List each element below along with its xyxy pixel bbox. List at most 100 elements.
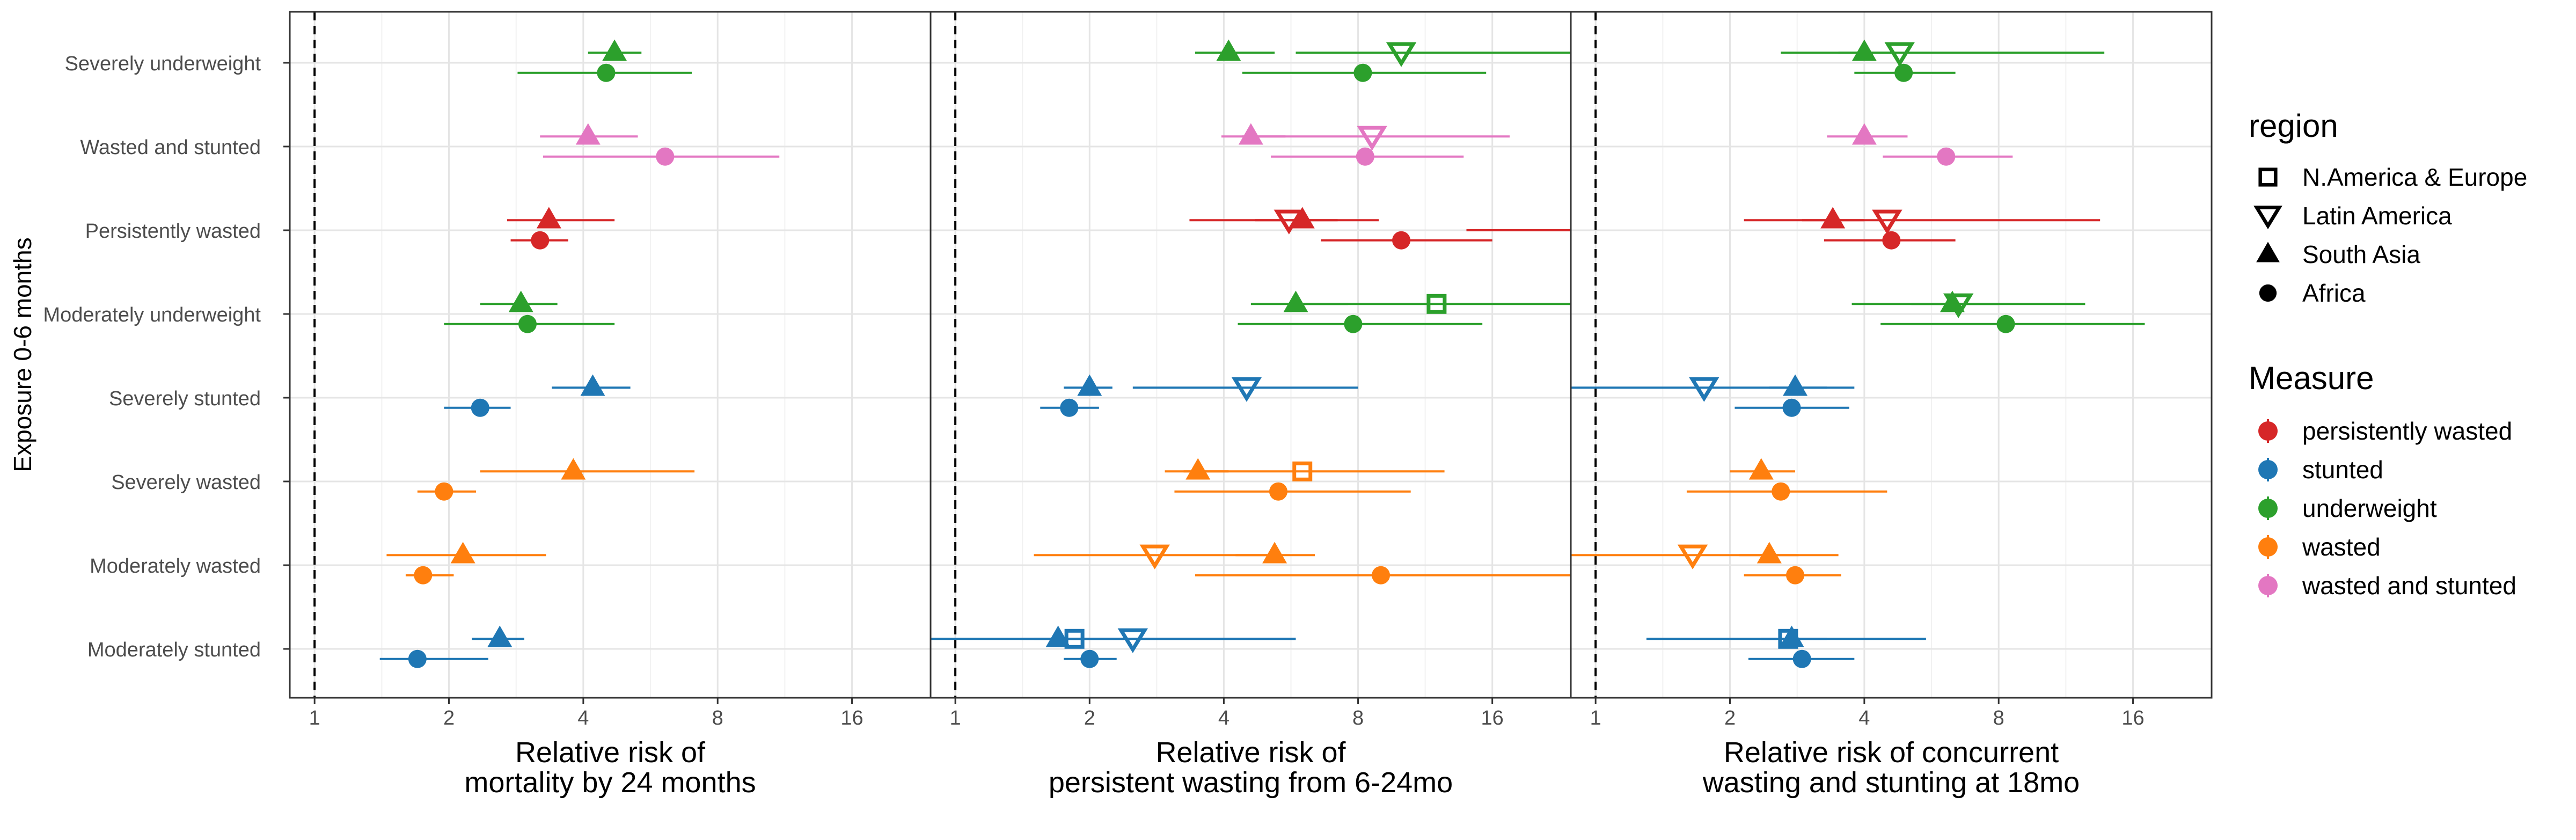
estimate-point (1786, 566, 1805, 585)
estimate-point (1894, 63, 1913, 82)
x-tick-label: 16 (1481, 707, 1504, 729)
x-axis-title-line: persistent wasting from 6-24mo (1049, 766, 1453, 799)
estimate-point (1782, 398, 1801, 417)
estimate-point (1292, 461, 1313, 481)
estimate-point (1290, 207, 1315, 229)
estimate-point (1772, 482, 1790, 501)
estimate-point (1392, 231, 1411, 250)
estimate-point (1386, 42, 1417, 67)
estimate-point (1851, 123, 1877, 145)
legend-region-key (2253, 206, 2282, 230)
x-tick-label: 4 (577, 707, 589, 729)
legend-measure-key-point (2258, 537, 2278, 557)
legend-measure-label: wasted and stunted (2302, 572, 2516, 600)
x-tick-label: 1 (1590, 707, 1601, 729)
estimate-point (1060, 398, 1079, 417)
estimate-point (531, 231, 550, 250)
estimate-point (471, 398, 489, 417)
estimate-point (1426, 294, 1447, 314)
x-tick-label: 2 (443, 707, 455, 729)
x-tick-label: 1 (309, 707, 320, 729)
x-axis-title-line: Relative risk of concurrent (1724, 736, 2059, 769)
legend-measure-label: stunted (2302, 456, 2383, 484)
estimate-point (1872, 209, 1902, 235)
x-tick-label: 8 (1352, 707, 1364, 729)
panel-background (290, 12, 931, 698)
x-tick-label: 16 (840, 707, 863, 729)
estimate-point (1269, 482, 1287, 501)
estimate-point (1045, 625, 1071, 647)
estimate-point (597, 63, 616, 82)
estimate-point (1783, 374, 1808, 396)
x-tick-label: 2 (1084, 707, 1095, 729)
estimate-point (575, 123, 601, 145)
y-category-label: Moderately underweight (43, 304, 261, 326)
x-tick-label: 8 (712, 707, 723, 729)
y-category-label: Moderately stunted (87, 639, 261, 661)
y-category-label: Severely stunted (109, 388, 261, 410)
estimate-point (1779, 625, 1804, 647)
x-tick-label: 4 (1218, 707, 1230, 729)
estimate-point (536, 207, 561, 229)
estimate-point (1185, 458, 1211, 480)
estimate-point (656, 147, 675, 166)
estimate-point (414, 566, 433, 585)
x-axis-title-line: Relative risk of (515, 736, 706, 769)
y-category-label: Moderately wasted (90, 555, 261, 578)
estimate-point (1757, 542, 1782, 564)
estimate-point (487, 625, 513, 647)
estimate-point (1356, 147, 1374, 166)
y-axis-title: Exposure 0-6 months (9, 237, 36, 472)
estimate-point (1748, 458, 1774, 480)
estimate-point (1238, 123, 1263, 145)
estimate-point (1353, 63, 1372, 82)
estimate-point (435, 482, 453, 501)
panel-background (931, 12, 1571, 698)
x-axis-title-line: mortality by 24 months (464, 766, 756, 799)
legend-measure-key-point (2258, 460, 2278, 479)
estimate-point (1851, 39, 1877, 61)
estimate-point (1689, 377, 1719, 402)
legend-region-title: region (2249, 108, 2338, 144)
estimate-point (580, 374, 605, 396)
legend-region-label: Latin America (2302, 202, 2452, 230)
legend-region-key (2256, 242, 2280, 262)
estimate-point (1677, 544, 1708, 569)
estimate-point (1283, 290, 1308, 312)
legend-measure-label: wasted (2302, 533, 2381, 561)
x-tick-label: 1 (950, 707, 961, 729)
legend-region-label: Africa (2302, 279, 2366, 307)
legend-measure-label: underweight (2302, 494, 2437, 522)
estimate-point (450, 542, 475, 564)
estimate-point (1080, 649, 1099, 668)
legend-measure-key-point (2258, 499, 2278, 518)
estimate-point (1117, 628, 1148, 653)
estimate-point (561, 458, 586, 480)
legend-measure-title: Measure (2249, 360, 2374, 396)
legend-region-label: N.America & Europe (2302, 163, 2527, 191)
panel-border (1570, 11, 2213, 699)
y-category-label: Persistently wasted (85, 220, 261, 243)
estimate-point (508, 290, 533, 312)
legend-region-key (2258, 167, 2278, 187)
estimate-point (518, 315, 537, 333)
y-category-label: Severely underweight (65, 53, 261, 75)
x-tick-label: 4 (1858, 707, 1870, 729)
estimate-point (1262, 542, 1287, 564)
panel-background (1571, 12, 2212, 698)
x-tick-label: 8 (1993, 707, 2004, 729)
legend-region-key (2259, 284, 2277, 302)
estimate-point (1077, 374, 1102, 396)
x-axis-title-line: Relative risk of (1155, 736, 1346, 769)
estimate-point (1792, 649, 1811, 668)
legend-measure-key-point (2258, 421, 2278, 441)
legend-measure-label: persistently wasted (2302, 417, 2512, 445)
legend-measure-key-point (2258, 576, 2278, 595)
estimate-point (1820, 207, 1846, 229)
y-category-label: Severely wasted (111, 471, 261, 494)
x-axis-title-line: wasting and stunting at 18mo (1702, 766, 2080, 799)
